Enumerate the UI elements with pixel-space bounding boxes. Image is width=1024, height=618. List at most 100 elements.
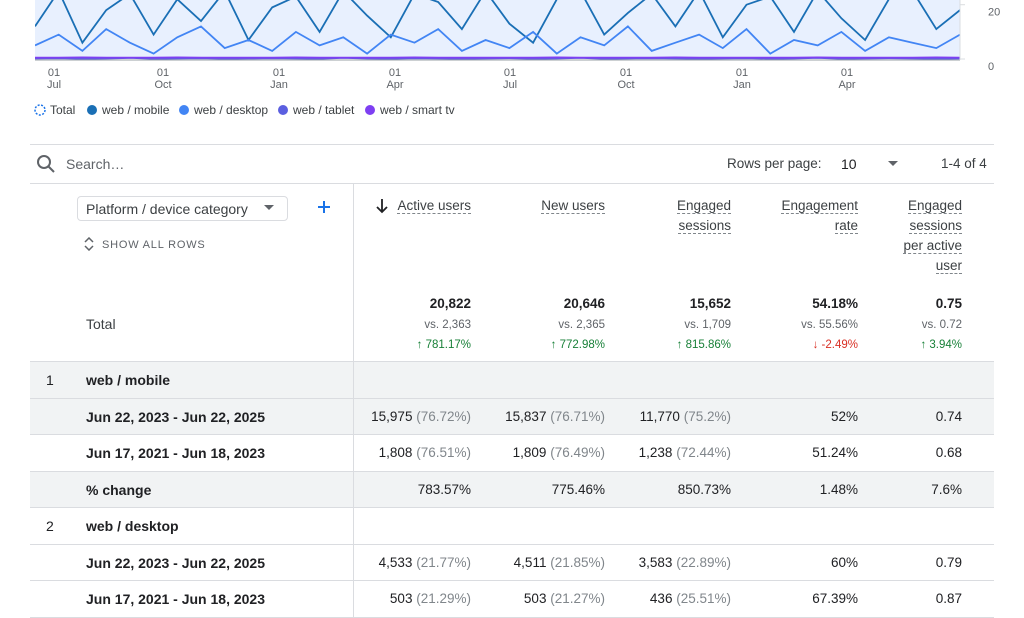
total-value: 15,652 — [690, 296, 731, 311]
total-value: 20,646 — [564, 296, 605, 311]
add-dimension[interactable] — [317, 200, 331, 214]
legend-label: web / tablet — [292, 103, 355, 117]
column-header[interactable]: rate — [835, 216, 858, 236]
x-tick-month: Oct — [617, 79, 634, 91]
total-label: Total — [86, 316, 116, 332]
column-header-text[interactable]: sessions — [909, 218, 962, 234]
cell-value: 850.73% — [678, 482, 731, 497]
column-header-text[interactable]: per active — [903, 238, 962, 254]
table-cell: 51.24% — [812, 445, 858, 460]
cell-value: 503 — [390, 591, 413, 606]
row-label: Jun 17, 2021 - Jun 18, 2023 — [86, 445, 265, 461]
sort-arrow[interactable] — [376, 198, 388, 214]
line-chart: 20001Jul01Oct01Jan01Apr01Jul01Oct01Jan01… — [0, 0, 1024, 125]
row-index: 2 — [46, 518, 54, 534]
cell-value: 67.39% — [812, 591, 858, 606]
column-header[interactable]: Active users — [397, 196, 471, 216]
cell-value: 0.87 — [936, 591, 962, 606]
column-header-text[interactable]: Engagement — [781, 198, 858, 214]
table-cell: 11,770 (75.2%) — [640, 409, 731, 424]
cell-value: 1,809 — [513, 445, 547, 460]
divider — [30, 144, 994, 145]
cell-share: (76.71%) — [550, 409, 605, 424]
cell-value: 3,583 — [639, 555, 673, 570]
cell-value: 0.79 — [936, 555, 962, 570]
column-header-text[interactable]: rate — [835, 218, 858, 234]
table-cell: 783.57% — [418, 482, 471, 497]
cell-value: 51.24% — [812, 445, 858, 460]
column-header[interactable]: Engaged — [908, 196, 962, 216]
x-tick-day: 01 — [841, 67, 853, 79]
row-label: Jun 22, 2023 - Jun 22, 2025 — [86, 555, 265, 571]
column-header-text[interactable]: Engaged — [677, 198, 731, 214]
legend-label: web / mobile — [101, 103, 170, 117]
cell-share: (76.51%) — [416, 445, 471, 460]
column-divider — [353, 581, 354, 618]
cell-value: 7.6% — [931, 482, 962, 497]
table-cell: 775.46% — [552, 482, 605, 497]
total-change: ↑ 772.98% — [551, 339, 605, 351]
column-header[interactable]: per active — [903, 236, 962, 256]
table-cell: 1.48% — [820, 482, 858, 497]
table-cell: 4,533 (21.77%) — [379, 555, 471, 570]
column-divider — [353, 508, 354, 545]
cell-share: (21.77%) — [416, 555, 471, 570]
table-cell: 0.74 — [936, 409, 962, 424]
total-change: ↑ 815.86% — [677, 339, 731, 351]
cell-value: 15,975 — [371, 409, 412, 424]
row-index: 1 — [46, 372, 54, 388]
table-cell: 3,583 (22.89%) — [639, 555, 731, 570]
column-header-text[interactable]: sessions — [678, 218, 731, 234]
dropdown-arrow[interactable] — [264, 205, 274, 211]
column-header-text[interactable]: user — [936, 258, 962, 274]
table-cell: 60% — [831, 555, 858, 570]
rows-per-page-select[interactable]: 10 — [841, 156, 857, 172]
show-all-rows[interactable]: SHOW ALL ROWS — [102, 239, 206, 251]
cell-share: (21.27%) — [550, 591, 605, 606]
cell-share: (21.85%) — [550, 555, 605, 570]
y-tick-label: 20 — [988, 7, 1000, 19]
legend-swatch — [278, 105, 288, 115]
column-header[interactable]: sessions — [678, 216, 731, 236]
column-header-text[interactable]: Active users — [397, 198, 471, 214]
table-cell: 7.6% — [931, 482, 962, 497]
total-value: 20,822 — [430, 296, 471, 311]
column-divider — [353, 472, 354, 509]
table-cell: 15,975 (76.72%) — [371, 409, 471, 424]
x-tick-month: Apr — [838, 79, 855, 91]
x-tick-month: Jan — [270, 79, 288, 91]
legend-label: web / smart tv — [379, 103, 455, 117]
total-compare: vs. 2,363 — [424, 319, 471, 331]
column-header[interactable]: user — [936, 256, 962, 276]
x-tick-month: Jan — [733, 79, 751, 91]
column-header[interactable]: Engaged — [677, 196, 731, 216]
dropdown-arrow[interactable] — [887, 160, 899, 168]
total-change: ↑ 781.17% — [417, 339, 471, 351]
divider — [30, 617, 994, 618]
dimension-label[interactable]: Platform / device category — [86, 201, 248, 217]
cell-value: 1.48% — [820, 482, 858, 497]
total-compare: vs. 1,709 — [684, 319, 731, 331]
column-header[interactable]: New users — [541, 196, 605, 216]
cell-value: 15,837 — [505, 409, 546, 424]
column-header[interactable]: sessions — [909, 216, 962, 236]
search-input[interactable]: Search… — [66, 156, 124, 172]
x-tick-month: Jul — [47, 79, 61, 91]
column-header[interactable]: Engagement — [781, 196, 858, 216]
x-tick-day: 01 — [157, 67, 169, 79]
cell-value: 1,238 — [639, 445, 673, 460]
legend-label: web / desktop — [193, 103, 268, 117]
table-cell: 52% — [831, 409, 858, 424]
x-tick-month: Oct — [154, 79, 171, 91]
table-cell: 850.73% — [678, 482, 731, 497]
expand-icon[interactable] — [84, 237, 94, 251]
row-label: Jun 22, 2023 - Jun 22, 2025 — [86, 409, 265, 425]
column-header-text[interactable]: Engaged — [908, 198, 962, 214]
cell-value: 1,808 — [379, 445, 413, 460]
total-value: 54.18% — [812, 296, 858, 311]
column-header-text[interactable]: New users — [541, 198, 605, 214]
legend-swatch — [179, 105, 189, 115]
x-tick-month: Apr — [386, 79, 403, 91]
search-icon[interactable] — [36, 154, 56, 174]
